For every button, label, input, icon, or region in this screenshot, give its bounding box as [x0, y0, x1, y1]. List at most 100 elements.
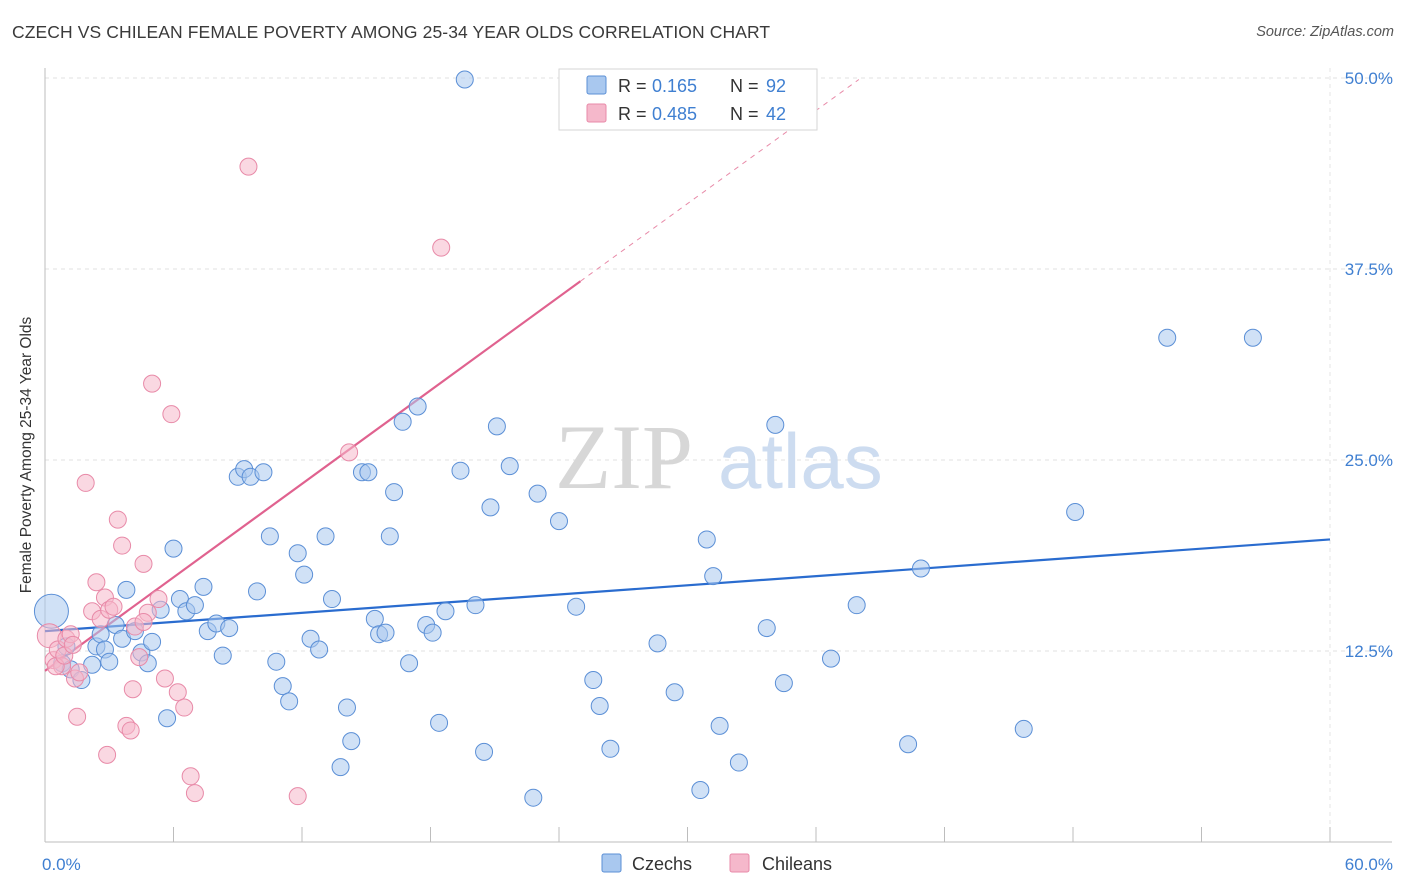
czechs-point-84: [821, 649, 840, 668]
czechs-point-31: [248, 582, 267, 601]
czechs-point-57: [423, 623, 442, 642]
chileans-point-36: [288, 787, 307, 806]
y-tick-label-2: 37.5%: [1345, 260, 1393, 279]
chileans-point-33: [123, 680, 142, 699]
legend-swatch-czechs: [601, 853, 622, 873]
czechs-point-64: [481, 498, 500, 517]
legend-label-chileans: Chileans: [762, 854, 832, 874]
series-legend: Czechs Chileans: [601, 853, 832, 874]
czechs-point-55: [408, 397, 427, 416]
stats-swatch-chileans: [586, 103, 607, 123]
czechs-point-90: [1158, 328, 1177, 347]
czechs-point-26: [213, 646, 232, 665]
czechs-point-50: [376, 623, 395, 642]
trend-line-czechs: [44, 538, 1331, 633]
czechs-point-12: [117, 580, 136, 599]
czechs-point-37: [288, 544, 307, 563]
czechs-point-71: [584, 671, 603, 690]
czechs-point-36: [280, 692, 299, 711]
czechs-point-63: [475, 742, 494, 761]
czechs-point-83: [774, 674, 793, 693]
chileans-point-23: [143, 374, 162, 393]
czechs-points: [33, 70, 1262, 807]
chileans-point-20: [130, 648, 149, 667]
stats-n-value-chileans: 42: [766, 104, 786, 124]
x-tick-label-max: 60.0%: [1345, 855, 1393, 874]
czechs-point-74: [648, 634, 667, 653]
stats-swatch-czechs: [586, 75, 607, 95]
czechs-point-66: [500, 457, 519, 476]
czechs-point-16: [143, 632, 162, 651]
czechs-point-89: [1066, 502, 1085, 521]
stats-legend: R = 0.165 N = 92 R = 0.485 N = 42: [558, 68, 818, 131]
chileans-points: [36, 157, 451, 806]
czechs-point-73: [601, 739, 620, 758]
czechs-point-7: [91, 625, 110, 644]
stats-r-value-czechs: 0.165: [652, 76, 697, 96]
chileans-point-29: [181, 767, 200, 786]
czechs-point-38: [295, 565, 314, 584]
czechs-point-69: [550, 512, 568, 531]
czechs-point-9: [100, 652, 119, 671]
czechs-point-22: [185, 596, 204, 615]
stats-n-label-chileans: N =: [730, 104, 759, 124]
czechs-point-67: [524, 788, 543, 807]
y-axis-label: Female Poverty Among 25-34 Year Olds: [18, 316, 35, 594]
chileans-point-32: [68, 707, 87, 726]
chileans-point-35: [239, 157, 258, 176]
czechs-point-27: [220, 619, 239, 638]
chileans-point-24: [149, 590, 168, 609]
czechs-point-85: [847, 596, 866, 615]
czechs-point-41: [316, 527, 335, 546]
chileans-point-27: [168, 683, 187, 702]
stats-r-value-chileans: 0.485: [652, 104, 697, 124]
trend-line-chileans: [44, 280, 582, 672]
czechs-point-42: [322, 590, 341, 609]
chileans-point-25: [155, 669, 174, 688]
czechs-point-33: [260, 527, 279, 546]
czechs-point-44: [337, 698, 356, 717]
chileans-point-15: [108, 510, 127, 529]
czechs-point-35: [273, 677, 292, 696]
czechs-point-75: [665, 683, 684, 702]
chileans-point-16: [113, 536, 132, 555]
trend-lines: [44, 79, 1331, 672]
czechs-point-80: [729, 753, 748, 772]
czechs-point-65: [487, 417, 506, 436]
stats-n-value-czechs: 92: [766, 76, 786, 96]
czechs-point-23: [194, 577, 213, 596]
czechs-point-53: [393, 412, 412, 431]
czechs-point-88: [1014, 719, 1033, 738]
chileans-point-14: [104, 597, 123, 616]
czechs-point-47: [359, 463, 378, 482]
legend-swatch-chileans: [729, 853, 750, 873]
czechs-point-0: [33, 593, 69, 629]
stats-n-label-czechs: N =: [730, 76, 759, 96]
y-tick-label-3: 50.0%: [1345, 69, 1393, 88]
czechs-point-32: [254, 463, 273, 482]
czechs-point-19: [164, 539, 183, 558]
czechs-point-51: [380, 527, 399, 546]
czechs-point-70: [567, 597, 586, 616]
legend-label-czechs: Czechs: [632, 854, 692, 874]
czechs-point-87: [911, 559, 930, 578]
czechs-point-59: [436, 602, 455, 621]
czechs-point-43: [331, 758, 350, 777]
y-tick-label-1: 25.0%: [1345, 451, 1393, 470]
watermark: ZIP atlas: [555, 406, 883, 508]
chileans-point-31: [98, 745, 117, 764]
czechs-point-45: [342, 732, 361, 751]
czechs-point-78: [704, 567, 723, 586]
czechs-point-77: [697, 530, 716, 549]
axes: [44, 68, 1392, 843]
chileans-point-34: [134, 612, 153, 631]
czechs-point-86: [899, 735, 918, 754]
chileans-point-37: [340, 443, 359, 462]
watermark-atlas: atlas: [718, 417, 883, 505]
czechs-point-58: [430, 713, 449, 732]
chileans-point-30: [185, 784, 204, 803]
chileans-point-26: [162, 405, 181, 424]
czechs-point-18: [158, 709, 177, 728]
czechs-point-91: [1243, 328, 1262, 347]
